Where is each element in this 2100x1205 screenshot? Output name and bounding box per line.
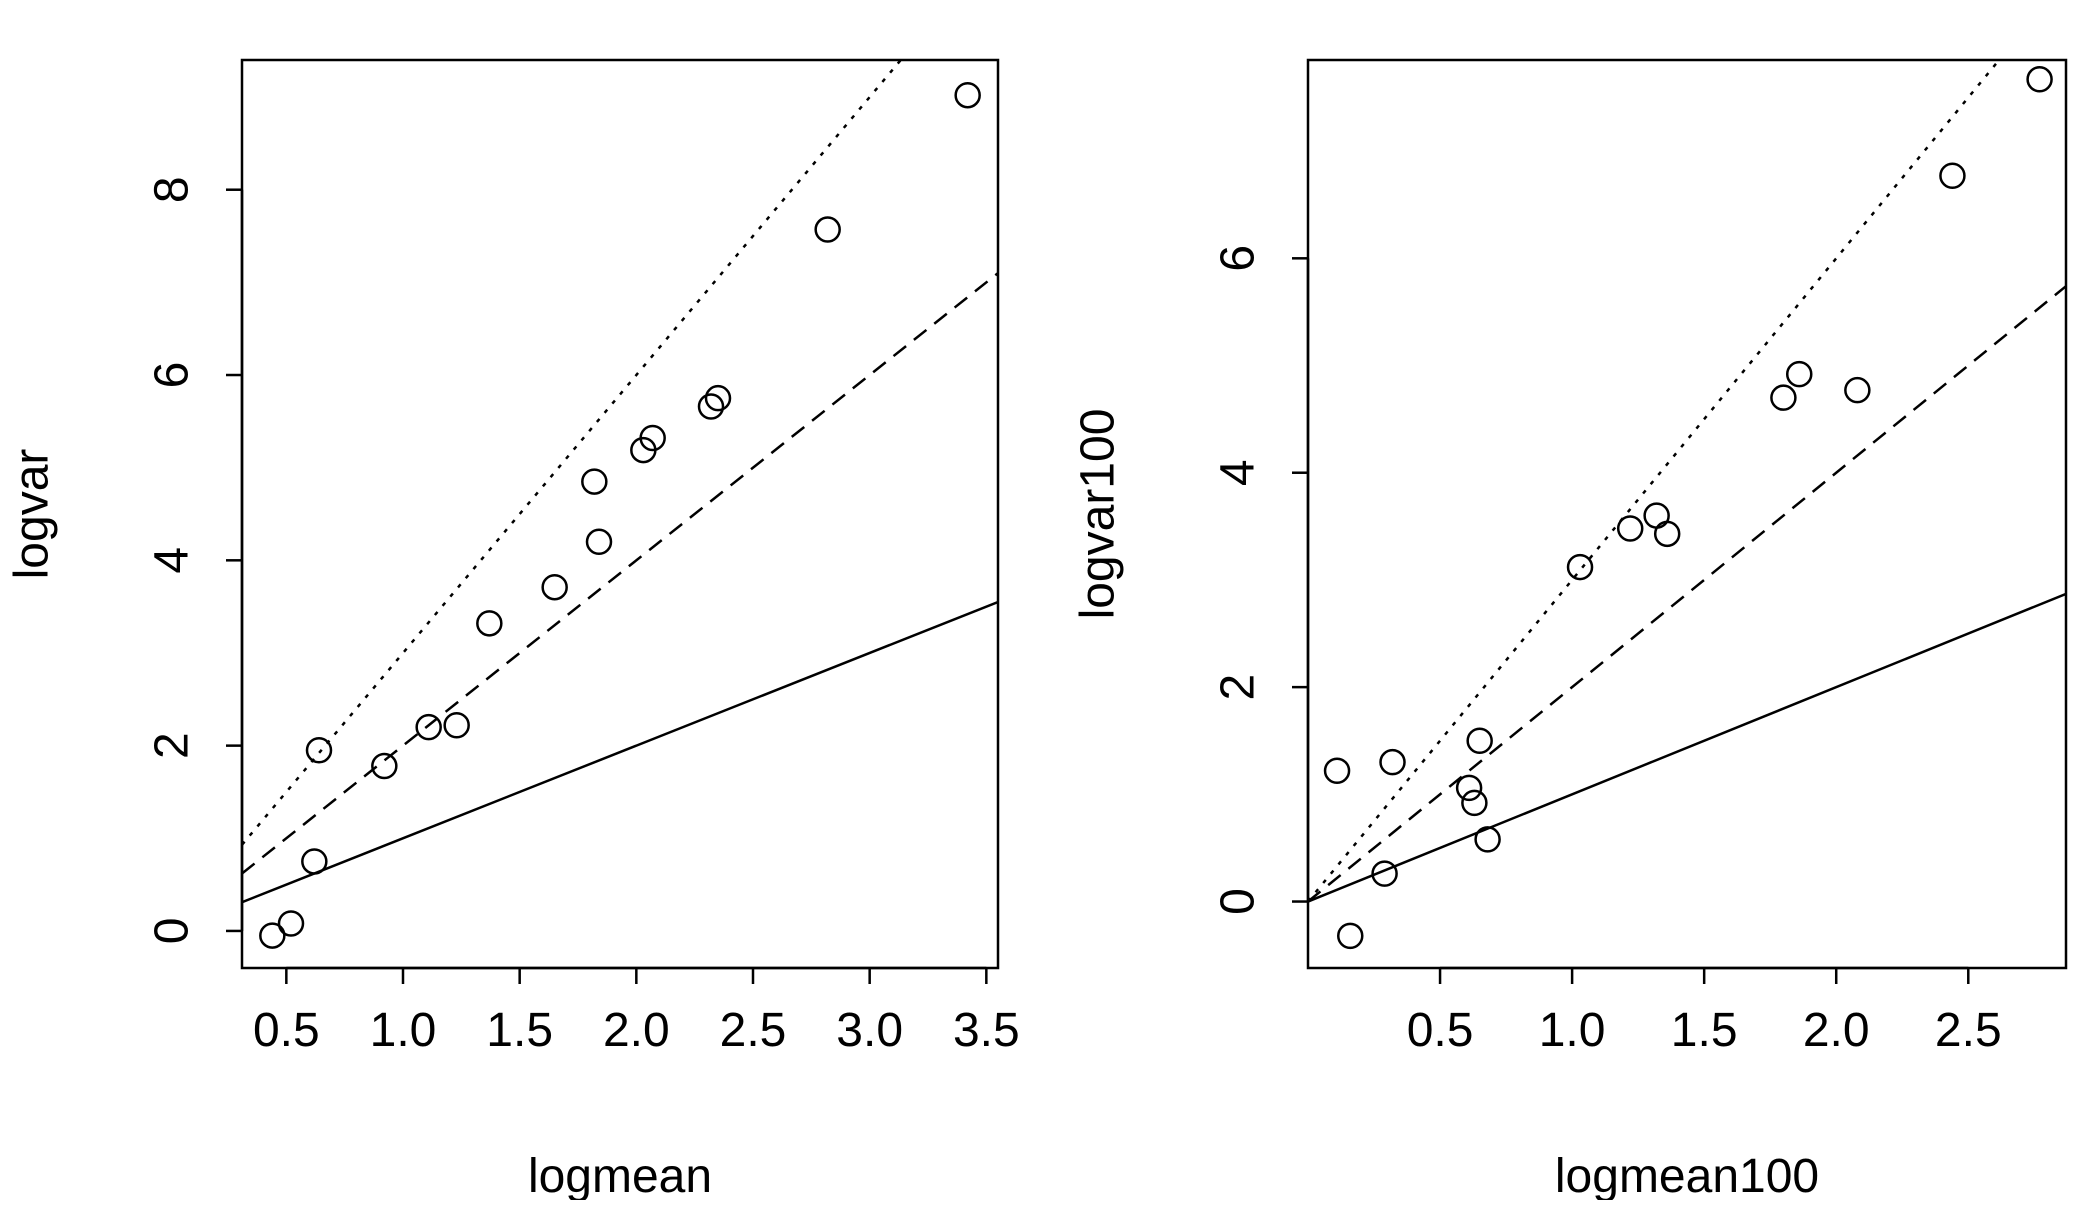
data-point — [954, 81, 981, 109]
reference-line-solid — [242, 600, 998, 904]
x-tick-label: 2.0 — [1803, 1004, 1870, 1057]
data-point — [639, 424, 666, 452]
data-point — [1616, 515, 1644, 542]
data-point — [1653, 520, 1681, 548]
data-point — [305, 737, 333, 764]
data-point — [1844, 376, 1871, 404]
reference-line-dashed — [1308, 285, 2066, 903]
y-tick-label: 6 — [146, 362, 199, 389]
plot-frame — [240, 58, 1000, 970]
reference-line-solid — [1308, 592, 2066, 903]
y-tick-label: 2 — [146, 732, 199, 759]
data-point — [1643, 502, 1670, 529]
data-point — [415, 713, 442, 741]
reference-line-dotted — [242, 60, 903, 846]
data-point — [259, 922, 286, 949]
data-point — [1770, 384, 1797, 411]
data-point — [1466, 727, 1493, 754]
x-tick-label: 2.5 — [720, 1004, 787, 1057]
y-axis-title: logvar100 — [1072, 409, 1125, 620]
data-point — [1379, 748, 1406, 776]
plot-frame — [1306, 58, 2068, 970]
x-axis-title: logmean100 — [1555, 1150, 1819, 1200]
x-tick-label: 1.0 — [1539, 1004, 1606, 1057]
data-point — [371, 752, 398, 780]
x-tick-label: 1.5 — [486, 1004, 553, 1057]
y-tick-label: 4 — [1212, 459, 1265, 486]
data-point — [1785, 360, 1813, 388]
data-point — [581, 468, 608, 495]
data-point — [704, 384, 732, 412]
data-point — [1566, 553, 1594, 581]
y-axis-title: logvar — [6, 449, 59, 580]
y-tick-label: 0 — [1212, 888, 1265, 915]
y-tick-label: 0 — [146, 918, 199, 945]
y-tick-label: 8 — [146, 176, 199, 203]
x-tick-label: 1.0 — [370, 1004, 437, 1057]
data-point — [697, 393, 725, 420]
x-tick-label: 3.5 — [953, 1004, 1020, 1057]
data-point — [814, 216, 841, 243]
reference-line-dashed — [242, 272, 998, 875]
data-point — [1474, 826, 1501, 853]
x-tick-label: 2.0 — [603, 1004, 670, 1057]
chart-panel-2: 0.5 1.0 1.5 2.0 2.5 0 2 4 6 logmean100 logvar100 — [1072, 58, 2068, 1203]
reference-line-dotted — [1308, 60, 2001, 903]
y-tick-label: 6 — [1212, 245, 1265, 272]
data-point — [1939, 162, 1966, 190]
data-point — [1371, 860, 1398, 887]
data-point — [541, 573, 568, 601]
data-point — [1455, 774, 1483, 802]
y-tick-label: 4 — [146, 547, 199, 574]
x-tick-label: 0.5 — [1407, 1004, 1474, 1057]
x-tick-label: 2.5 — [1935, 1004, 2002, 1057]
data-point — [585, 528, 613, 556]
data-point — [2026, 66, 2053, 93]
data-point — [476, 610, 503, 637]
x-axis-title: logmean — [528, 1150, 712, 1200]
data-point — [1461, 789, 1488, 817]
data-point — [443, 711, 470, 739]
y-tick-label: 2 — [1212, 674, 1265, 701]
x-tick-label: 3.0 — [836, 1004, 903, 1057]
data-point — [1323, 757, 1351, 784]
chart-panel-1: 0.5 1.0 1.5 2.0 2.5 3.0 3.5 0 2 4 6 8 logmean logvar — [6, 58, 1020, 1203]
x-tick-label: 0.5 — [253, 1004, 320, 1057]
x-tick-label: 1.5 — [1671, 1004, 1738, 1057]
data-point — [1337, 922, 1364, 950]
data-point — [277, 910, 305, 937]
data-point — [301, 848, 328, 875]
